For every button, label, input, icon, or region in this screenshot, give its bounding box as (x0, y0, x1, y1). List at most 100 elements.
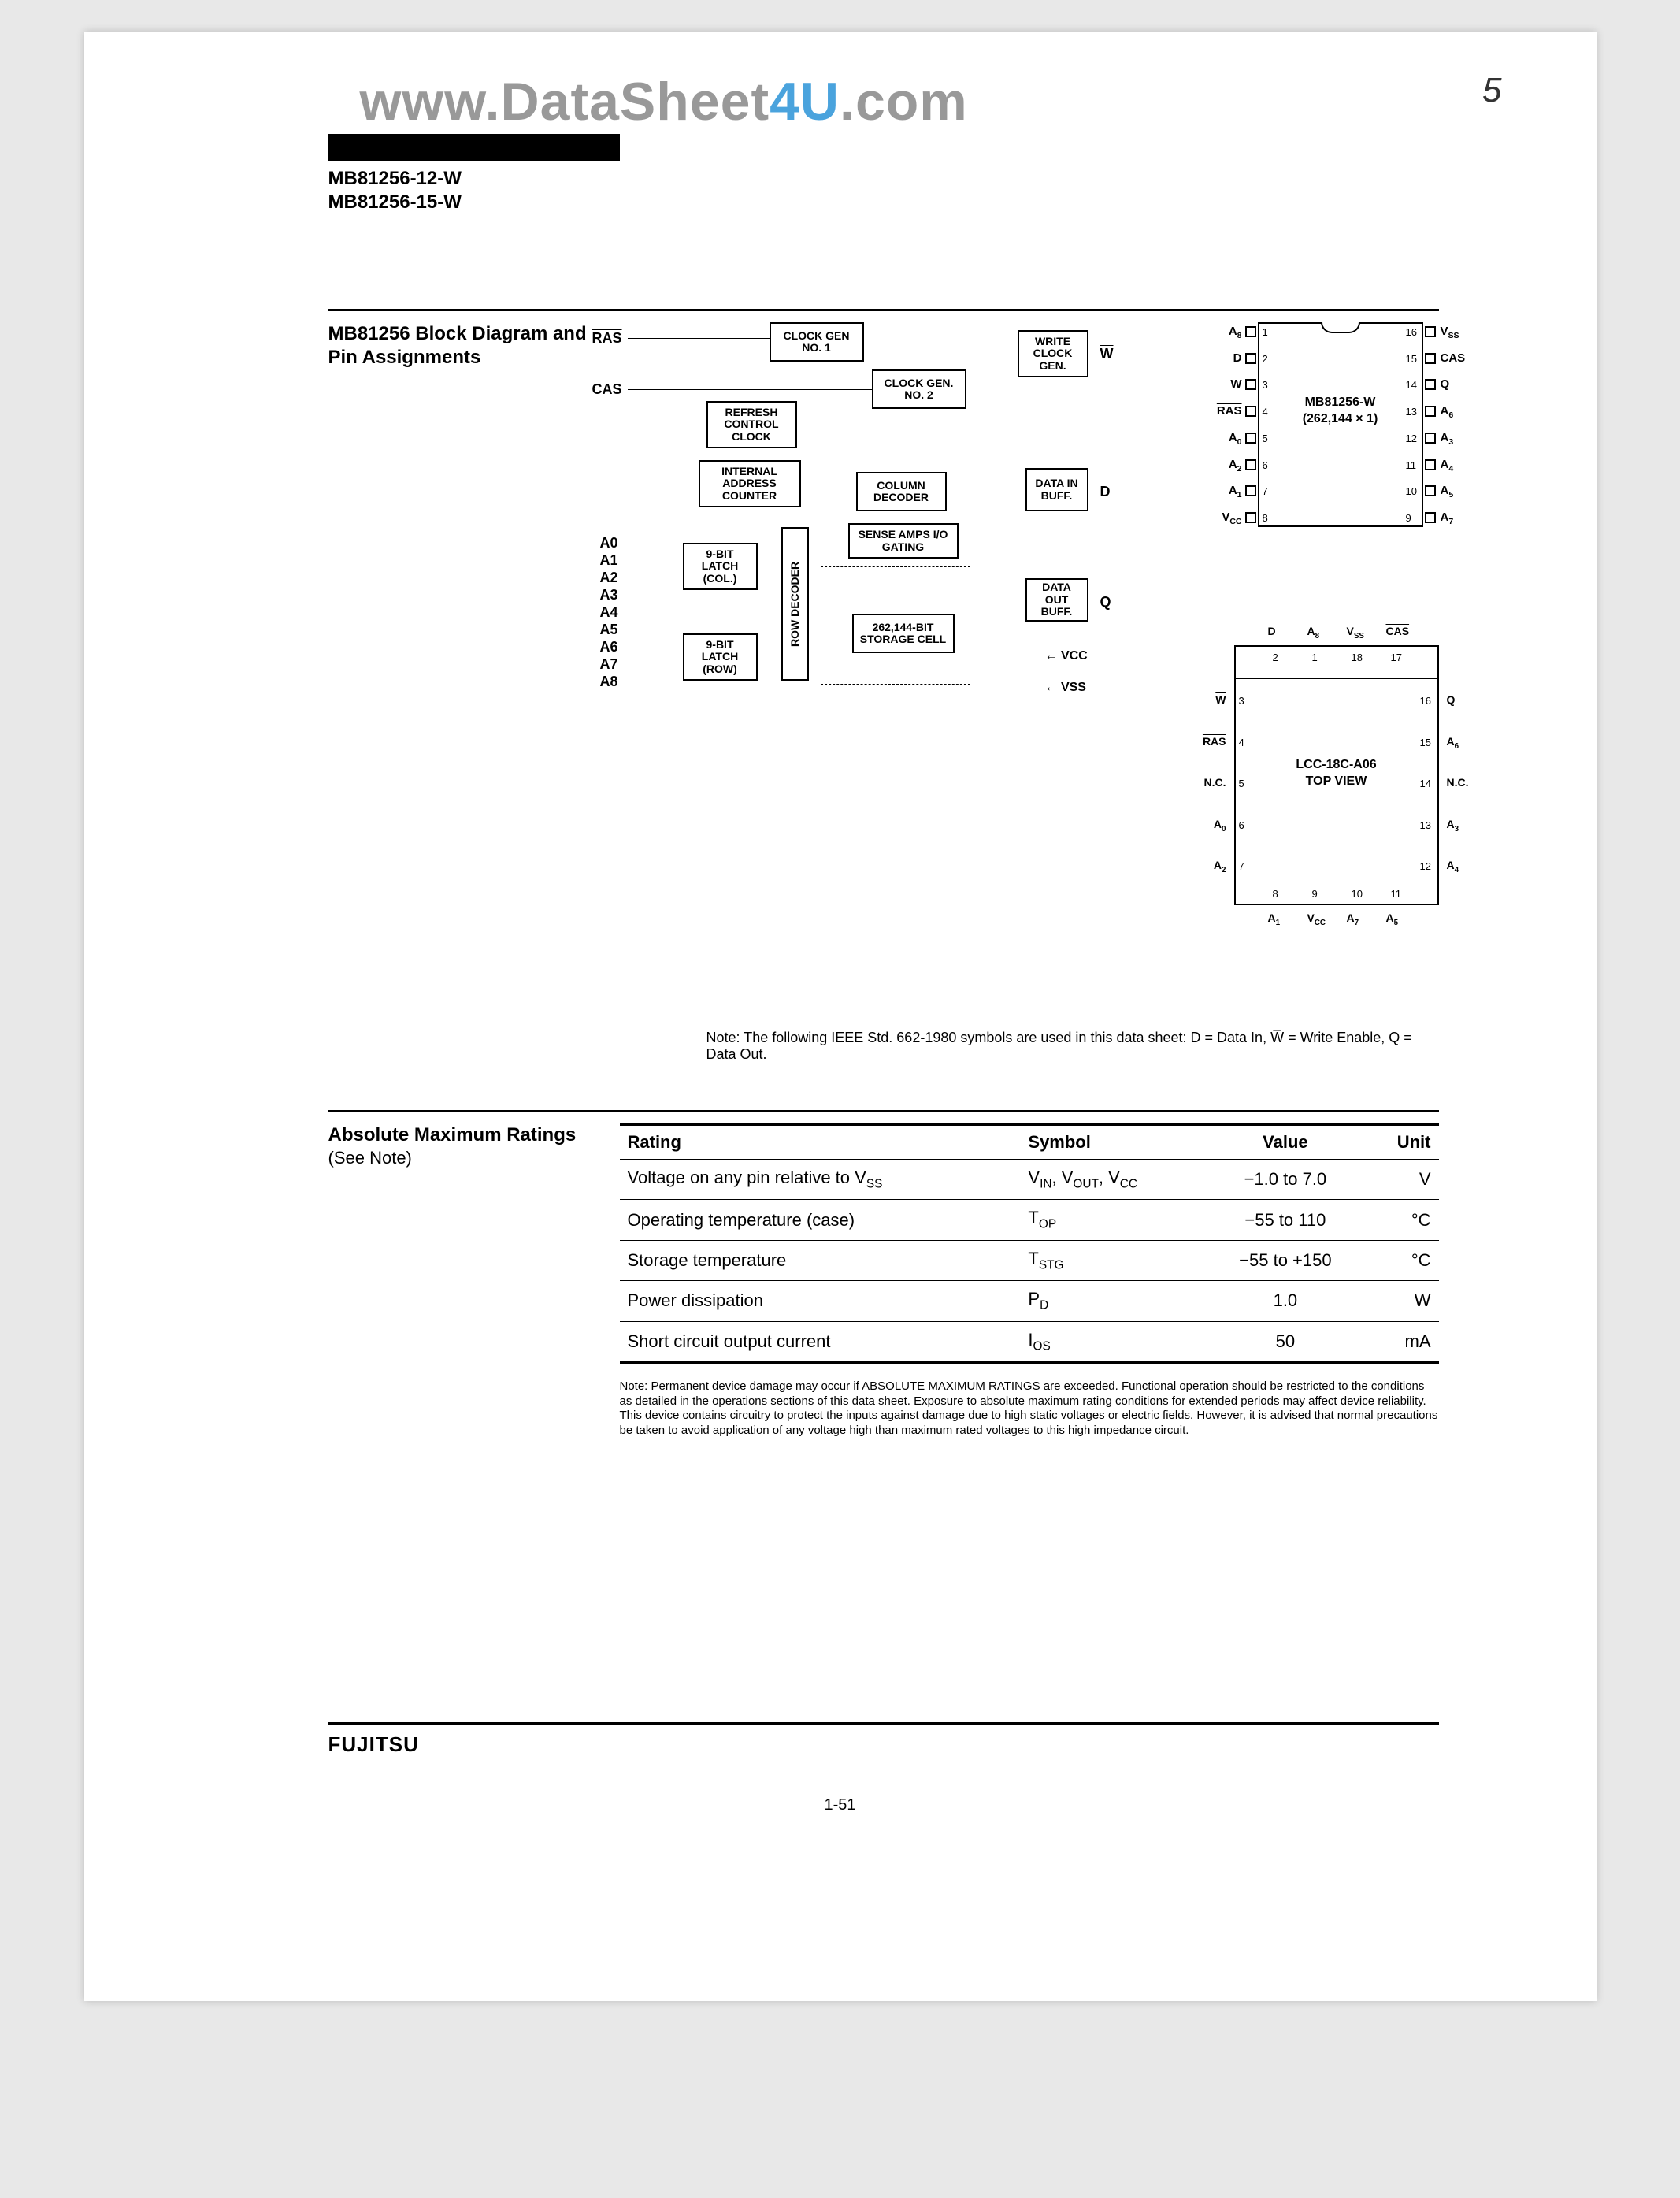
block-latch-row: 9-BIT LATCH (ROW) (683, 633, 758, 681)
dip-package: MB81256-W (262,144 × 1) (1258, 322, 1423, 527)
pin-number: 2 (1273, 652, 1278, 663)
pin-label: A6 (1441, 404, 1454, 420)
pin-pad (1425, 459, 1436, 470)
cell-symbol: VIN, VOUT, VCC (1020, 1160, 1205, 1200)
pin-number: 13 (1420, 819, 1431, 831)
cell-rating: Voltage on any pin relative to VSS (620, 1160, 1021, 1200)
pin-label: A0 (1229, 431, 1242, 447)
pin-pad (1245, 326, 1256, 337)
pin-number: 4 (1263, 406, 1268, 418)
pin-label: RAS (1217, 404, 1242, 418)
pin-pad (1425, 379, 1436, 390)
table-row: Storage temperatureTSTG−55 to +150°C (620, 1240, 1439, 1280)
cell-unit: W (1366, 1281, 1439, 1321)
cell-rating: Power dissipation (620, 1281, 1021, 1321)
section-title: MB81256 Block Diagram and Pin Assignment… (328, 322, 588, 369)
pin-pad (1425, 485, 1436, 496)
header-black-bar (328, 134, 620, 161)
pin-number: 5 (1263, 433, 1268, 444)
cell-symbol: PD (1020, 1281, 1205, 1321)
pin-label: A6 (1447, 735, 1459, 751)
signal-vss: VSS (1061, 681, 1086, 694)
block-write-clock-gen: WRITE CLOCK GEN. (1018, 330, 1088, 377)
block-column-decoder: COLUMN DECODER (856, 472, 947, 511)
pin-number: 12 (1420, 860, 1431, 872)
block-sense-amps: SENSE AMPS I/O GATING (848, 523, 959, 559)
pin-label: A3 (1447, 818, 1459, 834)
dip-notch (1321, 322, 1360, 333)
part-number: MB81256-12-W (328, 167, 1439, 191)
signal-w: W (1100, 346, 1114, 362)
pin-label: W (1215, 693, 1226, 706)
signal-cas: CAS (592, 381, 622, 398)
pin-number: 6 (1239, 819, 1244, 831)
pin-label: Q (1447, 693, 1456, 706)
pin-label: A5 (1441, 484, 1454, 499)
pin-label: A2 (1214, 859, 1226, 874)
ratings-section: Absolute Maximum Ratings (See Note) Rati… (328, 1110, 1439, 1439)
pin-number: 13 (1406, 406, 1417, 418)
ratings-note: Note: Permanent device damage may occur … (620, 1379, 1439, 1439)
pin-number: 16 (1406, 326, 1417, 338)
lcc-label-bottom: TOP VIEW (1236, 774, 1437, 790)
addr-a8: A8 (600, 674, 618, 690)
ratings-table-wrap: Rating Symbol Value Unit Voltage on any … (620, 1123, 1439, 1439)
pin-number: 1 (1312, 652, 1318, 663)
table-row: Short circuit output currentIOS50mA (620, 1321, 1439, 1362)
pin-number: 7 (1263, 485, 1268, 497)
block-clock-gen-2: CLOCK GEN. NO. 2 (872, 369, 966, 409)
cell-unit: °C (1366, 1200, 1439, 1240)
signal-vcc: VCC (1061, 649, 1088, 663)
pin-pad (1245, 406, 1256, 417)
cell-value: 1.0 (1205, 1281, 1365, 1321)
addr-a1: A1 (600, 552, 618, 569)
pin-label: A0 (1214, 818, 1226, 834)
pin-number: 15 (1406, 353, 1417, 365)
pin-label: CAS (1386, 625, 1410, 637)
lcc-inner-line (1236, 678, 1437, 679)
addr-a5: A5 (600, 622, 618, 638)
pin-label: A8 (1307, 625, 1320, 640)
pin-pad (1425, 353, 1436, 364)
addr-a0: A0 (600, 535, 618, 551)
diagram-area: RAS CAS A0 A1 A2 A3 A4 A5 A6 A7 A8 CLOCK… (620, 322, 1439, 1015)
pin-number: 4 (1239, 737, 1244, 748)
cell-value: 50 (1205, 1321, 1365, 1362)
addr-a7: A7 (600, 656, 618, 673)
pin-pad (1245, 353, 1256, 364)
pin-number: 3 (1239, 695, 1244, 707)
pin-pad (1425, 326, 1436, 337)
pin-number: 2 (1263, 353, 1268, 365)
addr-a3: A3 (600, 587, 618, 603)
block-internal-addr-counter: INTERNAL ADDRESS COUNTER (699, 460, 801, 507)
pin-number: 16 (1420, 695, 1431, 707)
pin-label: A4 (1441, 458, 1454, 473)
cell-symbol: IOS (1020, 1321, 1205, 1362)
cell-value: −55 to 110 (1205, 1200, 1365, 1240)
pin-label: RAS (1203, 735, 1226, 748)
pin-number: 3 (1263, 379, 1268, 391)
pin-label: A1 (1229, 484, 1242, 499)
watermark-mid: 4U (770, 72, 840, 132)
pin-number: 9 (1406, 512, 1411, 524)
cell-value: −1.0 to 7.0 (1205, 1160, 1365, 1200)
pin-pad (1245, 379, 1256, 390)
page-corner-number: 5 (1482, 71, 1501, 110)
wire (628, 338, 770, 339)
block-refresh-ctrl: REFRESH CONTROL CLOCK (706, 401, 797, 448)
cell-rating: Short circuit output current (620, 1321, 1021, 1362)
wire (628, 389, 872, 390)
pin-label: D (1268, 625, 1276, 637)
page-number: 1-51 (242, 1796, 1439, 1814)
block-latch-col: 9-BIT LATCH (COL.) (683, 543, 758, 590)
signal-ras: RAS (592, 330, 622, 347)
table-row: Power dissipationPD1.0W (620, 1281, 1439, 1321)
signal-d: D (1100, 484, 1111, 500)
lcc-package: LCC-18C-A06 TOP VIEW (1234, 645, 1439, 905)
watermark: www.DataSheet4U.com (360, 71, 968, 132)
cell-rating: Storage temperature (620, 1240, 1021, 1280)
pin-label: VSS (1347, 625, 1364, 640)
addr-a6: A6 (600, 639, 618, 655)
pin-label: D (1233, 351, 1242, 365)
pin-label: W (1230, 377, 1241, 391)
